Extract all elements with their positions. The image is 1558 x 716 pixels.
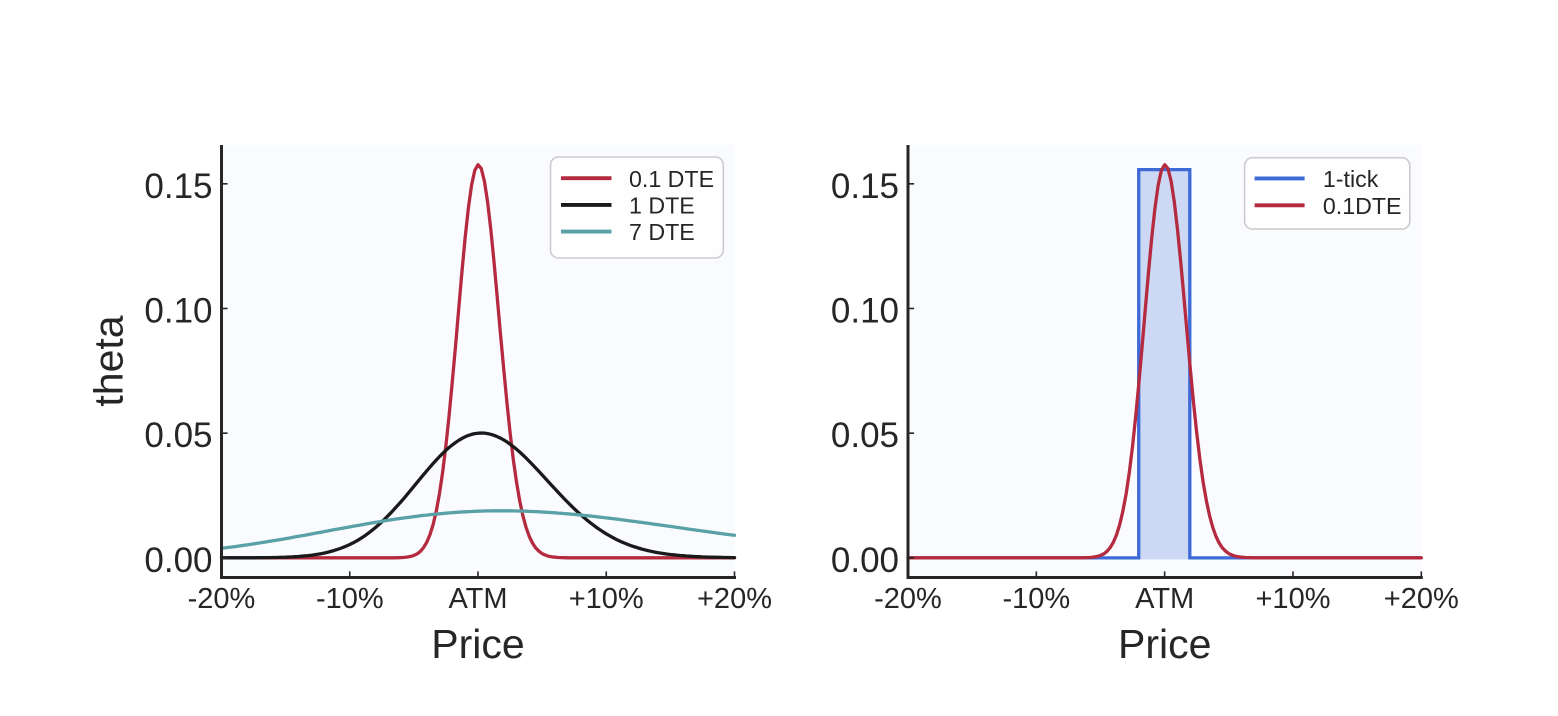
svg-text:0.00: 0.00 [831,541,899,580]
svg-text:0.10: 0.10 [831,292,899,331]
svg-text:Price: Price [431,621,524,667]
svg-text:0.05: 0.05 [831,416,899,455]
svg-text:ATM: ATM [448,583,507,615]
svg-text:0.05: 0.05 [144,416,212,455]
svg-text:0.15: 0.15 [831,167,899,206]
svg-text:7 DTE: 7 DTE [629,219,695,245]
svg-text:0.1DTE: 0.1DTE [1323,193,1402,219]
svg-text:+20%: +20% [1384,583,1459,615]
svg-text:-20%: -20% [188,583,256,615]
svg-text:-20%: -20% [874,583,942,615]
svg-text:0.00: 0.00 [144,541,212,580]
svg-text:0.10: 0.10 [144,292,212,331]
svg-text:theta: theta [86,315,132,406]
svg-text:ATM: ATM [1135,583,1194,615]
svg-text:0.15: 0.15 [144,167,212,206]
svg-text:0.1 DTE: 0.1 DTE [629,166,714,192]
svg-text:+20%: +20% [697,583,772,615]
svg-text:-10%: -10% [316,583,384,615]
svg-text:+10%: +10% [1256,583,1331,615]
svg-text:1-tick: 1-tick [1323,166,1379,192]
svg-text:Price: Price [1118,621,1211,667]
svg-text:+10%: +10% [569,583,644,615]
svg-text:1 DTE: 1 DTE [629,193,695,219]
svg-text:-10%: -10% [1002,583,1070,615]
